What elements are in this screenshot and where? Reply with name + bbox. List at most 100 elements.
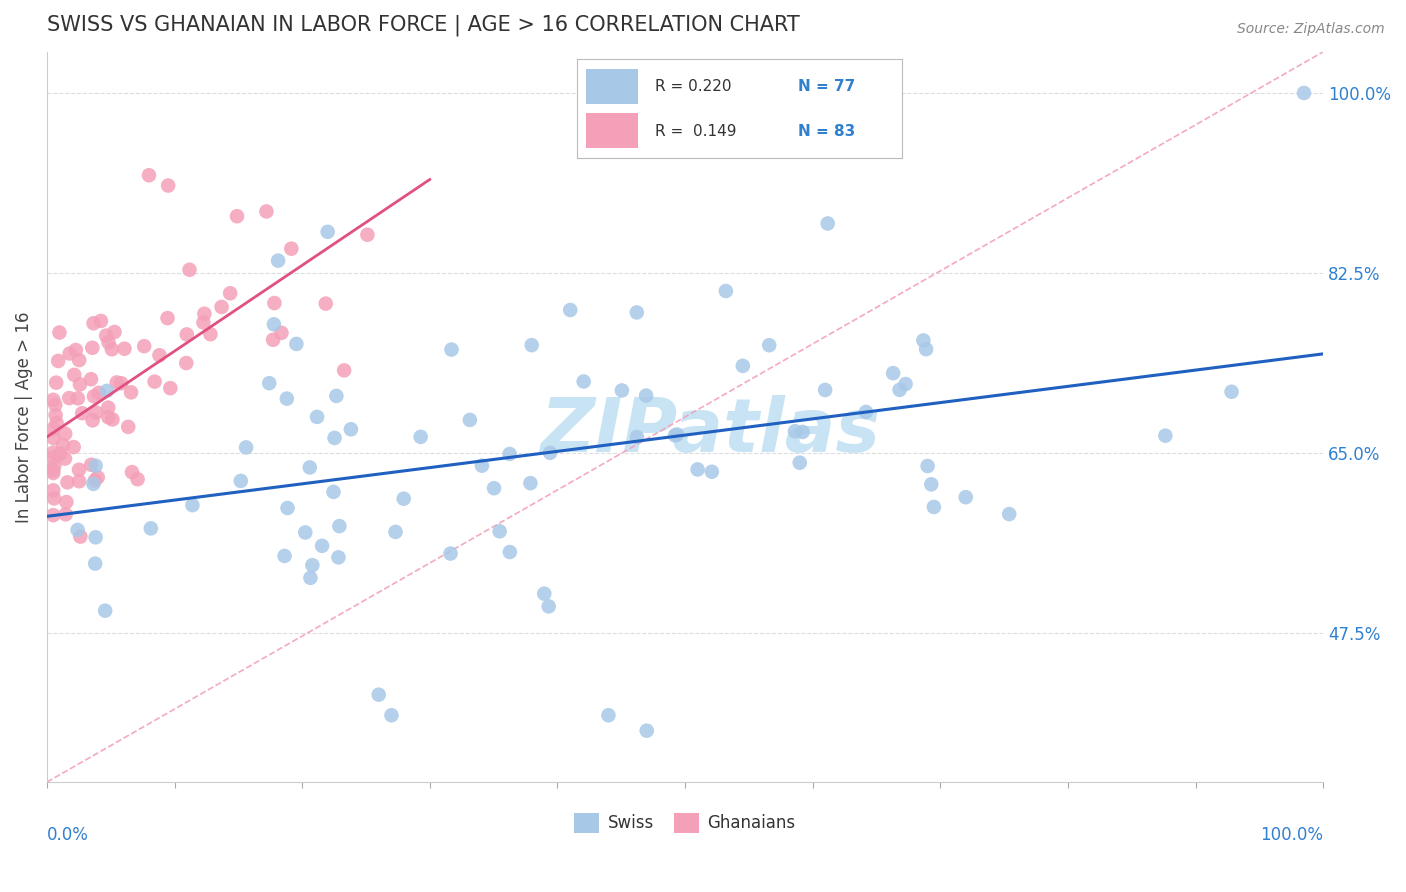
Text: Source: ZipAtlas.com: Source: ZipAtlas.com [1237, 22, 1385, 37]
Point [101, 343, 124, 357]
Point [700, 465, 723, 479]
Point [267, 253, 290, 268]
Point [1220, 384, 1243, 399]
Point [67, 474, 90, 488]
Point [955, 490, 977, 504]
Point [42, 508, 65, 523]
Point [55, 495, 77, 509]
Point [325, 389, 347, 403]
Point [96, 384, 118, 398]
Point [101, 412, 124, 426]
Point [499, 545, 522, 559]
Point [42, 466, 65, 480]
Point [84, 405, 107, 419]
Point [498, 447, 520, 461]
Point [45, 416, 67, 430]
Point [70, 406, 93, 420]
Point [52, 438, 75, 452]
Point [114, 342, 136, 356]
Point [257, 376, 280, 391]
Point [298, 460, 321, 475]
Point [121, 465, 143, 479]
Point [814, 383, 837, 397]
Point [817, 217, 839, 231]
Point [636, 388, 658, 402]
Point [80, 372, 103, 386]
Point [157, 178, 180, 193]
Point [262, 333, 284, 347]
Point [392, 491, 415, 506]
Point [294, 525, 316, 540]
Point [219, 286, 242, 301]
Point [380, 708, 402, 723]
Point [367, 688, 389, 702]
Point [83, 389, 105, 403]
Point [1292, 86, 1315, 100]
Point [82, 413, 104, 427]
Point [97, 335, 120, 350]
Point [87, 470, 110, 484]
Point [328, 519, 350, 533]
Text: 100.0%: 100.0% [1260, 826, 1323, 844]
Point [315, 296, 337, 310]
Text: ZIPatlas: ZIPatlas [540, 395, 880, 468]
Point [1154, 428, 1177, 442]
Point [598, 708, 620, 723]
Point [56, 475, 79, 490]
Point [686, 462, 709, 476]
Point [103, 325, 125, 339]
Point [66, 392, 89, 406]
Point [45, 408, 67, 422]
Point [882, 366, 904, 380]
Point [307, 409, 329, 424]
Point [322, 484, 344, 499]
Point [45, 376, 67, 390]
Point [82, 476, 104, 491]
Point [915, 342, 938, 356]
Point [46, 354, 69, 368]
Point [299, 571, 322, 585]
Point [69, 377, 91, 392]
Point [143, 375, 166, 389]
Point [159, 381, 181, 395]
Point [55, 508, 77, 522]
Point [62, 440, 84, 454]
Point [42, 463, 65, 477]
Point [340, 422, 363, 436]
Point [917, 458, 939, 473]
Point [174, 356, 197, 370]
Point [211, 300, 233, 314]
Point [922, 500, 945, 514]
Point [301, 558, 323, 573]
Point [176, 327, 198, 342]
Legend: Swiss, Ghanaians: Swiss, Ghanaians [568, 805, 803, 839]
Point [84, 557, 107, 571]
Point [193, 316, 215, 330]
Point [69, 530, 91, 544]
Point [783, 424, 806, 438]
Point [458, 413, 481, 427]
Point [626, 430, 648, 444]
Point [311, 539, 333, 553]
Point [235, 441, 257, 455]
Text: SWISS VS GHANAIAN IN LABOR FORCE | AGE > 16 CORRELATION CHART: SWISS VS GHANAIAN IN LABOR FORCE | AGE >… [46, 15, 800, 37]
Point [200, 327, 222, 342]
Point [181, 498, 204, 512]
Point [84, 530, 107, 544]
Point [120, 385, 142, 400]
Point [356, 227, 378, 242]
Point [110, 376, 132, 391]
Point [537, 599, 560, 614]
Point [138, 168, 160, 182]
Point [610, 384, 633, 398]
Point [87, 385, 110, 400]
Point [758, 338, 780, 352]
Point [82, 341, 104, 355]
Point [520, 338, 543, 352]
Point [156, 311, 179, 326]
Point [193, 307, 215, 321]
Point [912, 334, 935, 348]
Point [626, 305, 648, 319]
Point [488, 524, 510, 539]
Point [80, 458, 103, 472]
